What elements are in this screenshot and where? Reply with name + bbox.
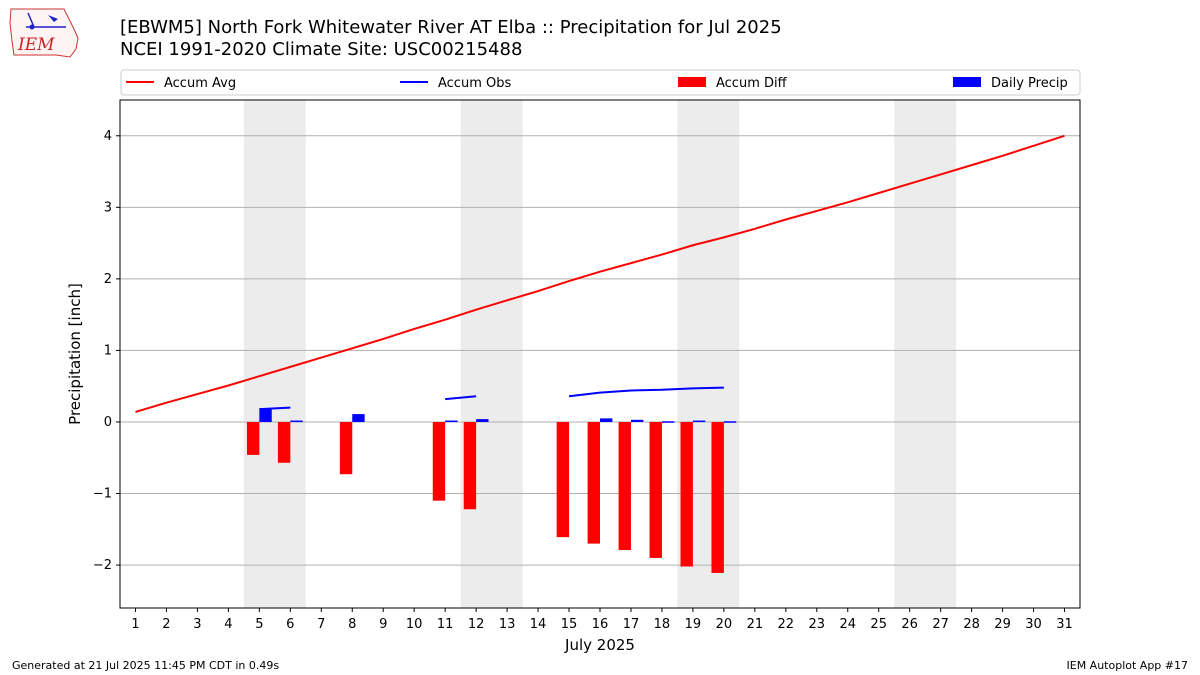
legend: Accum Avg Accum Obs Accum Diff Daily Precip	[120, 69, 1081, 96]
x-tick-label: 19	[685, 617, 702, 632]
accum-avg-line	[135, 134, 1065, 413]
x-tick-label: 22	[778, 617, 795, 632]
y-tick-label: 0	[104, 415, 112, 430]
x-tick-label: 24	[839, 617, 856, 632]
x-tick-label: 27	[932, 617, 949, 632]
x-tick-label: 11	[437, 617, 454, 632]
weekend-band	[243, 100, 306, 608]
bar-marks	[246, 409, 737, 573]
x-tick-label: 17	[623, 617, 640, 632]
generated-timestamp: Generated at 21 Jul 2025 11:45 PM CDT in…	[12, 659, 280, 672]
x-tick-label: 30	[1025, 617, 1042, 632]
sensor-icon	[29, 24, 35, 30]
weekend-band	[894, 100, 957, 608]
chart-title: [EBWM5] North Fork Whitewater River AT E…	[120, 17, 782, 38]
daily-precip-bar	[661, 421, 675, 423]
daily-precip-bar	[476, 419, 489, 422]
x-tick-label: 16	[592, 617, 609, 632]
x-tick-label: 13	[499, 617, 516, 632]
accum-diff-bar	[649, 421, 662, 558]
x-tick-label: 20	[716, 617, 733, 632]
daily-precip-bar	[723, 421, 737, 423]
daily-precip-bar	[600, 418, 613, 422]
accum-diff-bar	[339, 421, 353, 475]
daily-precip-legend-label: Daily Precip	[991, 76, 1068, 91]
accum-diff-bar	[711, 421, 724, 573]
iowa-outline	[9, 8, 79, 58]
x-tick-label: 14	[530, 617, 547, 632]
y-tick-label: 3	[104, 200, 112, 215]
y-tick-label: 1	[104, 343, 112, 358]
x-tick-label: 9	[379, 617, 387, 632]
x-tick-label: 25	[870, 617, 887, 632]
x-tick-label: 15	[561, 617, 578, 632]
x-tick-label: 8	[348, 617, 356, 632]
x-tick-label: 7	[317, 617, 325, 632]
wind-sock-icon	[48, 15, 58, 22]
x-tick-label: 2	[162, 617, 170, 632]
accum-diff-bar	[680, 421, 693, 567]
y-tick-label: −2	[93, 558, 112, 573]
daily-precip-bar	[692, 420, 706, 423]
accum-obs-legend-label: Accum Obs	[438, 76, 511, 91]
x-tick-label: 26	[901, 617, 918, 632]
daily-precip-bar	[445, 420, 458, 423]
accum-diff-bar	[556, 421, 570, 538]
iem-logo: IEM	[8, 5, 80, 59]
accum-diff-legend-label: Accum Diff	[716, 76, 788, 91]
y-tick-label: 4	[104, 129, 112, 144]
x-tick-label: 1	[131, 617, 139, 632]
x-tick-label: 5	[255, 617, 263, 632]
daily-precip-bar	[290, 420, 303, 423]
weather-vane-icon	[27, 12, 35, 28]
logo-text: IEM	[17, 35, 55, 55]
line-marks	[135, 134, 1065, 413]
accum-diff-bar	[587, 421, 600, 544]
daily-precip-bar	[630, 419, 644, 422]
x-tick-label: 21	[747, 617, 764, 632]
x-tick-label: 18	[654, 617, 671, 632]
x-tick-label: 4	[224, 617, 232, 632]
weekend-band	[460, 100, 523, 608]
accum-obs-line	[445, 395, 477, 401]
x-tick-label: 12	[468, 617, 485, 632]
x-tick-label: 3	[193, 617, 201, 632]
y-tick-label: −1	[93, 487, 112, 502]
accum-diff-bar	[463, 421, 477, 510]
accum-diff-bar	[246, 421, 260, 455]
iem-logo-graphic: IEM	[9, 8, 79, 58]
accum-obs-line	[568, 386, 724, 398]
x-tick-label: 28	[963, 617, 980, 632]
app-credit: IEM Autoplot App #17	[1066, 659, 1189, 672]
x-tick-label: 23	[809, 617, 826, 632]
accum-diff-bar	[432, 421, 446, 501]
legend-box	[120, 69, 1081, 96]
accum-diff-bar	[618, 421, 631, 551]
y-axis-label: Precipitation [inch]	[66, 283, 84, 425]
accum-obs-line	[259, 406, 291, 411]
daily-precip-legend-swatch	[953, 77, 981, 87]
weekend-shading	[243, 100, 957, 608]
accum-diff-bar	[277, 421, 291, 463]
x-tick-label: 31	[1056, 617, 1073, 632]
x-tick-label: 29	[994, 617, 1011, 632]
x-axis-label: July 2025	[564, 636, 635, 654]
chart-subtitle: NCEI 1991-2020 Climate Site: USC00215488	[120, 39, 523, 60]
daily-precip-bar	[352, 414, 365, 422]
x-tick-label: 10	[406, 617, 423, 632]
daily-precip-bar	[259, 409, 272, 422]
accum-avg-legend-label: Accum Avg	[164, 76, 236, 91]
accum-diff-legend-swatch	[678, 77, 706, 87]
y-tick-label: 2	[104, 272, 112, 287]
x-tick-label: 6	[286, 617, 294, 632]
